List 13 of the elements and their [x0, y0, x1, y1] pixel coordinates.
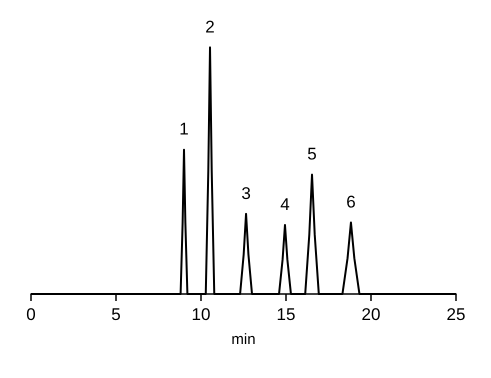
x-tick-label: 20 [362, 305, 380, 324]
x-tick-label: 5 [111, 305, 121, 324]
x-axis-title: min [231, 331, 256, 348]
x-tick-label: 25 [446, 305, 466, 324]
annotation: 4 [280, 194, 290, 214]
x-tick-label: 15 [276, 305, 296, 324]
annotation: 5 [307, 144, 317, 164]
x-tick-label: 10 [192, 305, 210, 324]
annotation: 6 [346, 192, 356, 212]
x-tick-label: 0 [26, 305, 36, 324]
annotation: 3 [241, 184, 251, 203]
annotation: 1 [179, 120, 189, 139]
annotation: 2 [205, 17, 215, 36]
